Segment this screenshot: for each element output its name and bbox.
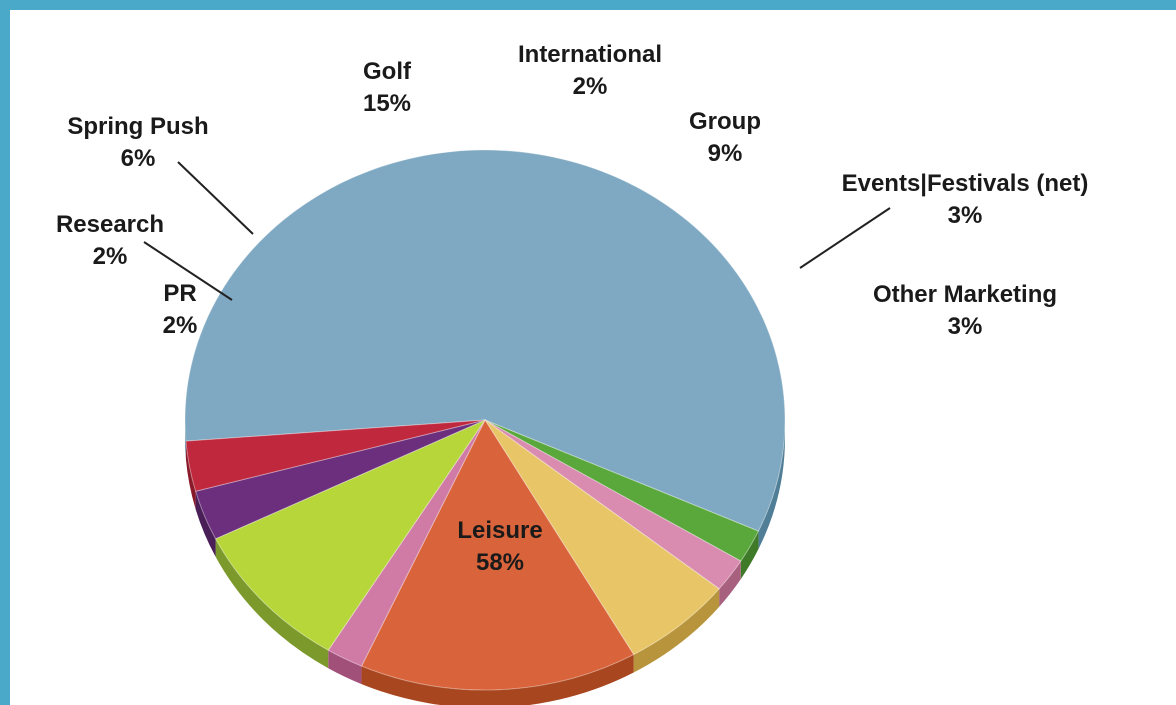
- slice-international: [327, 419, 486, 667]
- slice-other-marketing: [185, 419, 486, 492]
- slice-side-leisure: [758, 420, 786, 550]
- slice-label-other-marketing: Other Marketing: [873, 281, 1057, 308]
- slice-label-events-festivals-net: Events|Festivals (net): [842, 170, 1089, 197]
- slice-side-events-festivals-net: [195, 491, 216, 557]
- slice-side-other-marketing: [185, 441, 196, 510]
- pie-slices: [184, 149, 786, 691]
- slice-label-international: International: [518, 41, 662, 68]
- slice-pr: [484, 419, 760, 562]
- slice-group: [214, 418, 487, 651]
- leader-line-events-festivals-net: [799, 207, 891, 269]
- slice-leisure: [184, 149, 786, 532]
- slice-side-research: [719, 561, 741, 607]
- leader-lines: [143, 161, 891, 301]
- slice-side-pr: [740, 531, 759, 580]
- slice-events-festivals-net: [195, 419, 486, 540]
- slice-value-group: 9%: [708, 140, 743, 167]
- slice-value-spring-push: 6%: [121, 145, 156, 172]
- slice-side-spring-push: [633, 588, 720, 673]
- slice-value-other-marketing: 3%: [948, 313, 983, 340]
- slice-research: [484, 419, 742, 590]
- slice-value-pr: 2%: [163, 312, 198, 339]
- slice-labels: Leisure 58% PR 2% Research 2% Spring Push 6% Gol…: [56, 41, 1088, 576]
- slice-value-international: 2%: [573, 73, 608, 100]
- slice-label-group: Group: [689, 108, 761, 135]
- leader-line-research: [143, 241, 233, 301]
- slice-golf: [360, 418, 635, 691]
- chart-frame: Leisure 58% PR 2% Research 2% Spring Push 6% Gol…: [10, 10, 1176, 705]
- pie-chart: Leisure 58% PR 2% Research 2% Spring Push 6% Gol…: [56, 41, 1088, 705]
- leader-line-spring-push: [177, 161, 254, 235]
- slice-label-golf: Golf: [363, 58, 412, 85]
- slice-label-spring-push: Spring Push: [67, 113, 208, 140]
- slice-side-group: [215, 538, 329, 669]
- slice-value-golf: 15%: [363, 90, 411, 117]
- pie-3d-sides: [185, 420, 786, 705]
- slice-value-research: 2%: [93, 243, 128, 270]
- slice-value-events-festivals-net: 3%: [948, 202, 983, 229]
- slice-spring-push: [484, 419, 720, 656]
- slice-side-leisure: [185, 420, 186, 460]
- slice-label-pr: PR: [163, 280, 196, 307]
- slice-label-leisure: Leisure: [457, 517, 542, 544]
- slice-label-research: Research: [56, 211, 164, 238]
- slice-value-leisure: 58%: [476, 549, 524, 576]
- slice-side-golf: [361, 654, 634, 705]
- slice-side-international: [328, 650, 362, 685]
